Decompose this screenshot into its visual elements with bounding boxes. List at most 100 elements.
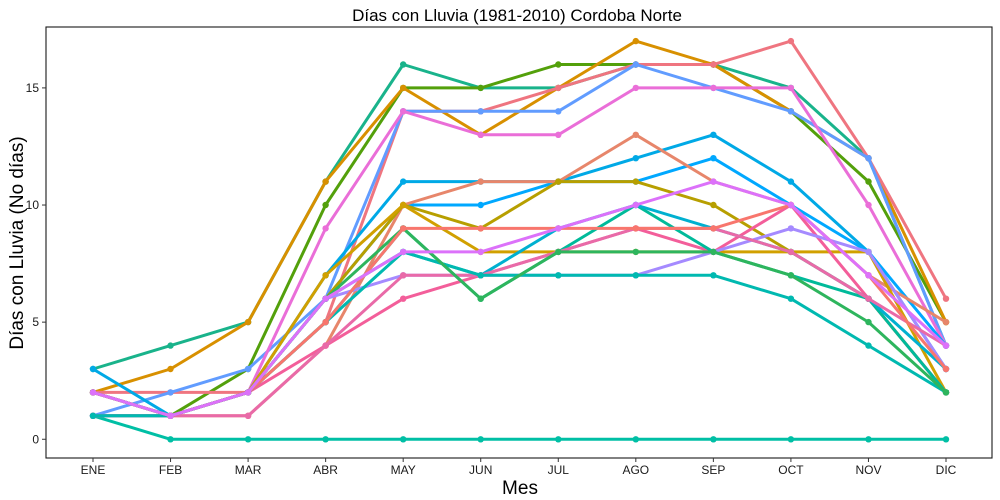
data-point (865, 272, 872, 279)
data-point (710, 201, 717, 209)
series-layer (89, 37, 950, 443)
data-point (865, 342, 872, 349)
data-point (400, 84, 407, 92)
data-point (632, 225, 639, 232)
data-point (787, 248, 795, 256)
data-point (942, 318, 950, 326)
data-point (710, 178, 717, 185)
data-point (787, 178, 795, 185)
data-point (322, 318, 329, 326)
data-point (865, 318, 872, 326)
data-point (865, 248, 872, 256)
data-point (710, 155, 717, 162)
series-line (91, 39, 948, 394)
data-point (632, 37, 639, 45)
x-tick-label: MAY (391, 463, 416, 477)
data-point (400, 248, 407, 256)
data-point (322, 178, 329, 185)
data-point (632, 178, 639, 185)
data-point (167, 436, 174, 443)
data-point (400, 295, 407, 302)
data-point (244, 412, 252, 419)
data-point (477, 436, 484, 443)
data-point (787, 84, 795, 92)
data-point (865, 436, 872, 443)
data-point (555, 272, 562, 279)
data-point (632, 131, 639, 138)
data-point (400, 201, 407, 209)
data-point (787, 272, 795, 279)
x-tick-label: MAR (235, 463, 262, 477)
data-point (710, 436, 717, 443)
data-point (322, 272, 329, 279)
data-point (632, 61, 639, 68)
data-point (942, 389, 950, 396)
data-point (477, 248, 484, 256)
data-point (865, 155, 872, 162)
series-21 (89, 178, 950, 419)
data-point (555, 84, 562, 92)
data-point (477, 295, 484, 302)
data-point (400, 61, 407, 68)
series-line (91, 180, 948, 418)
x-tick-label: ABR (313, 463, 338, 477)
series-line (91, 414, 948, 441)
x-tick-label: JUN (469, 463, 492, 477)
x-axis-title: Mes (502, 478, 538, 499)
data-point (632, 436, 639, 443)
data-point (787, 201, 795, 209)
data-point (89, 412, 97, 419)
data-point (477, 272, 484, 279)
data-point (555, 61, 562, 68)
x-tick-label: AGO (622, 463, 649, 477)
data-point (322, 436, 329, 443)
x-tick-label: SEP (701, 463, 725, 477)
data-point (865, 295, 872, 302)
data-point (787, 37, 795, 45)
data-point (710, 248, 717, 256)
data-point (400, 436, 407, 443)
data-point (555, 178, 562, 185)
data-point (89, 365, 97, 373)
x-tick-label: DIC (936, 463, 957, 477)
data-point (167, 412, 174, 419)
data-point (632, 248, 639, 256)
data-point (710, 131, 717, 138)
data-point (555, 108, 562, 115)
data-point (865, 201, 872, 209)
data-point (942, 342, 950, 349)
data-point (400, 108, 407, 115)
series-line (91, 63, 948, 371)
data-point (244, 436, 252, 443)
data-point (244, 389, 252, 396)
y-tick-label: 15 (26, 81, 40, 95)
data-point (477, 131, 484, 138)
data-point (477, 225, 484, 232)
data-point (632, 155, 639, 162)
data-point (942, 295, 950, 302)
data-point (555, 225, 562, 232)
data-point (89, 389, 97, 396)
data-point (167, 365, 174, 373)
data-point (322, 342, 329, 349)
data-point (787, 225, 795, 232)
data-point (787, 108, 795, 115)
data-point (710, 61, 717, 68)
data-point (477, 108, 484, 115)
data-point (942, 365, 950, 373)
data-point (632, 84, 639, 92)
x-axis: ENE FEB MAR ABR MAY JUN JUL AGO SEP OCT NOV DIC (81, 458, 957, 477)
data-point (167, 389, 174, 396)
data-point (477, 201, 484, 209)
data-point (710, 84, 717, 92)
x-tick-label: OCT (778, 463, 804, 477)
data-point (710, 225, 717, 232)
x-tick-label: FEB (159, 463, 182, 477)
data-point (322, 201, 329, 209)
x-tick-label: NOV (855, 463, 881, 477)
series-line (91, 226, 948, 418)
data-point (400, 178, 407, 185)
data-point (555, 131, 562, 138)
y-tick-label: 10 (26, 198, 40, 212)
data-point (400, 272, 407, 279)
